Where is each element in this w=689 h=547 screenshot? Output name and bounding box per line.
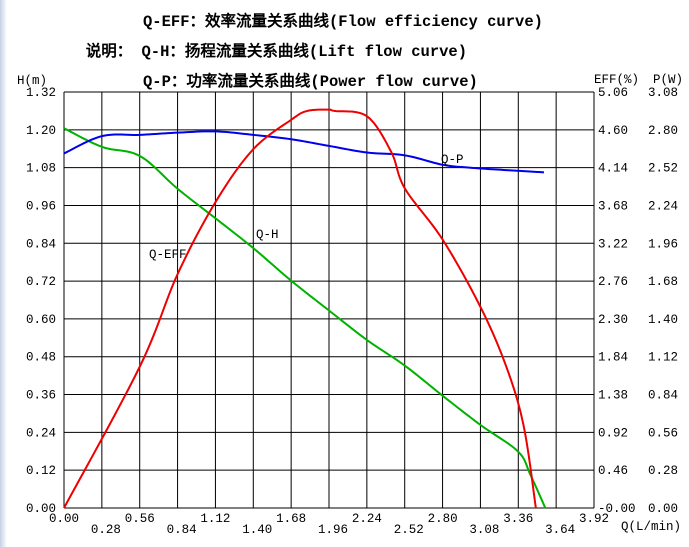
svg-text:0.60: 0.60	[26, 313, 56, 327]
svg-text:5.06: 5.06	[598, 86, 628, 100]
svg-text:0.84: 0.84	[648, 389, 678, 403]
svg-text:EFF(%): EFF(%)	[594, 73, 639, 87]
svg-text:Q-EFF: Q-EFF	[149, 248, 187, 262]
svg-text:4.60: 4.60	[598, 124, 628, 138]
svg-text:3.08: 3.08	[648, 86, 678, 100]
svg-text:0.72: 0.72	[26, 275, 56, 289]
svg-text:1.08: 1.08	[26, 162, 56, 176]
svg-text:0.28: 0.28	[91, 523, 121, 537]
svg-text:0.84: 0.84	[167, 523, 197, 537]
svg-text:2.80: 2.80	[648, 124, 678, 138]
svg-text:0.92: 0.92	[598, 426, 628, 440]
svg-text:0.46: 0.46	[598, 464, 628, 478]
svg-text:2.24: 2.24	[648, 200, 678, 214]
svg-text:0.84: 0.84	[26, 237, 56, 251]
svg-text:1.20: 1.20	[26, 124, 56, 138]
svg-text:1.12: 1.12	[648, 351, 678, 365]
svg-text:2.80: 2.80	[428, 512, 458, 526]
svg-text:1.38: 1.38	[598, 389, 628, 403]
svg-text:0.56: 0.56	[648, 426, 678, 440]
svg-text:0.56: 0.56	[125, 512, 155, 526]
svg-text:1.40: 1.40	[648, 313, 678, 327]
svg-text:0.00: 0.00	[49, 512, 79, 526]
svg-text:1.68: 1.68	[648, 275, 678, 289]
svg-text:0.96: 0.96	[26, 200, 56, 214]
svg-text:1.12: 1.12	[200, 512, 230, 526]
svg-text:0.36: 0.36	[26, 389, 56, 403]
svg-text:Q(L/min): Q(L/min)	[621, 520, 681, 534]
svg-text:2.30: 2.30	[598, 313, 628, 327]
svg-text:1.96: 1.96	[648, 237, 678, 251]
svg-text:1.96: 1.96	[318, 523, 348, 537]
svg-text:3.22: 3.22	[598, 237, 628, 251]
svg-text:0.28: 0.28	[648, 464, 678, 478]
svg-text:4.14: 4.14	[598, 162, 628, 176]
svg-text:0.24: 0.24	[26, 426, 56, 440]
svg-text:1.32: 1.32	[26, 86, 56, 100]
svg-text:P(W): P(W)	[653, 73, 683, 87]
svg-text:Q-H: Q-H	[256, 228, 279, 242]
svg-text:1.68: 1.68	[276, 512, 306, 526]
svg-text:2.24: 2.24	[352, 512, 382, 526]
svg-text:H(m): H(m)	[17, 74, 47, 88]
svg-text:Q-P: Q-P	[441, 153, 464, 167]
svg-text:2.52: 2.52	[648, 162, 678, 176]
svg-text:1.84: 1.84	[598, 351, 628, 365]
svg-text:-0.00: -0.00	[598, 502, 636, 516]
svg-text:0.48: 0.48	[26, 351, 56, 365]
svg-text:3.68: 3.68	[598, 200, 628, 214]
svg-text:2.76: 2.76	[598, 275, 628, 289]
svg-text:2.52: 2.52	[394, 523, 424, 537]
svg-text:3.64: 3.64	[545, 523, 575, 537]
svg-text:0.12: 0.12	[26, 464, 56, 478]
svg-text:3.36: 3.36	[503, 512, 533, 526]
svg-text:1.40: 1.40	[242, 523, 272, 537]
svg-text:3.08: 3.08	[469, 523, 499, 537]
svg-text:0.00: 0.00	[648, 502, 678, 516]
